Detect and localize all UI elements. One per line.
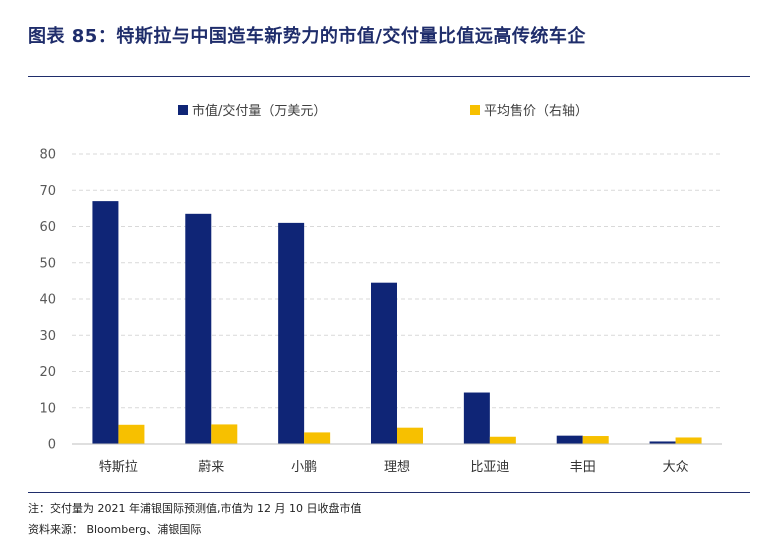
x-category-label: 大众	[663, 460, 689, 475]
y-tick-label: 40	[39, 293, 56, 308]
figure-title: 图表 85：特斯拉与中国造车新势力的市值/交付量比值远高传统车企	[28, 26, 586, 47]
x-category-label: 特斯拉	[99, 460, 138, 475]
y-tick-label: 60	[39, 220, 56, 235]
bars	[92, 201, 702, 444]
y-tick-label: 50	[39, 256, 56, 271]
x-axis-categories: 特斯拉 蔚来 小鹏 理想 比亚迪 丰田 大众	[99, 459, 689, 475]
bar-market-cap-per-delivery	[556, 435, 583, 444]
title-divider	[28, 76, 750, 77]
y-tick-label: 20	[39, 365, 56, 380]
bar-market-cap-per-delivery	[92, 201, 119, 444]
bar-market-cap-per-delivery	[371, 282, 397, 444]
bar-average-price	[489, 436, 516, 444]
legend: 市值/交付量（万美元） 平均售价（右轴）	[178, 103, 588, 119]
y-tick-label: 10	[39, 401, 56, 416]
y-tick-label: 0	[48, 438, 56, 453]
footer-divider	[28, 492, 750, 493]
bar-average-price	[582, 436, 609, 444]
bar-market-cap-per-delivery	[278, 222, 305, 444]
bar-market-cap-per-delivery	[185, 213, 212, 444]
x-category-label: 比亚迪	[470, 460, 509, 475]
bar-average-price	[304, 432, 331, 444]
legend-swatch	[470, 105, 480, 115]
bar-average-price	[675, 437, 702, 444]
legend-swatch	[178, 105, 188, 115]
y-tick-label: 70	[39, 184, 56, 199]
legend-label: 平均售价（右轴）	[484, 103, 588, 119]
bar-average-price	[211, 424, 238, 444]
bar-average-price	[397, 427, 423, 444]
source-note: 资料来源： Bloomberg、浦银国际	[28, 523, 202, 536]
x-category-label: 丰田	[570, 460, 596, 475]
y-axis-ticks: 0 10 20 30 40 50 60 70 80	[39, 148, 56, 453]
bar-market-cap-per-delivery	[649, 441, 676, 444]
x-category-label: 蔚来	[198, 460, 224, 475]
y-tick-label: 80	[39, 148, 56, 163]
legend-label: 市值/交付量（万美元）	[192, 103, 326, 119]
bar-average-price	[118, 424, 145, 444]
footnote: 注：交付量为 2021 年浦银国际预测值,市值为 12 月 10 日收盘市值	[28, 502, 362, 515]
bar-market-cap-per-delivery	[463, 392, 490, 444]
x-category-label: 理想	[384, 459, 410, 475]
x-category-label: 小鹏	[291, 460, 317, 475]
y-tick-label: 30	[39, 329, 56, 344]
